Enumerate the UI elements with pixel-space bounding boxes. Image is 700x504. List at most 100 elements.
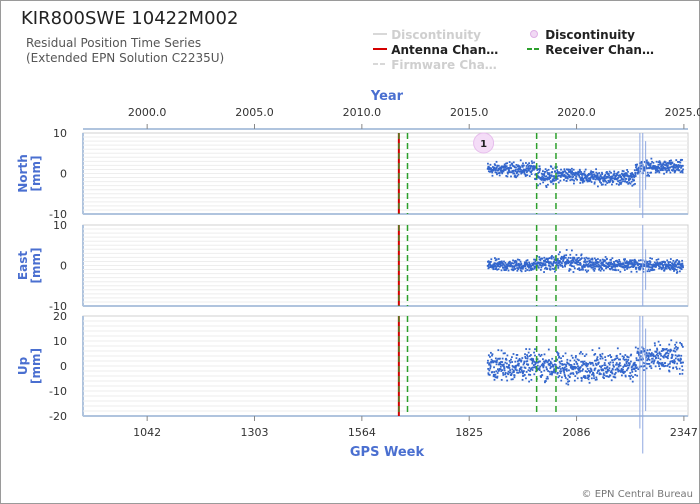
data-point bbox=[636, 172, 639, 175]
legend-discontinuity-line[interactable]: Discontinuity bbox=[373, 25, 481, 42]
data-point bbox=[603, 259, 606, 262]
data-point bbox=[677, 358, 680, 361]
data-point bbox=[671, 361, 674, 364]
data-point bbox=[680, 166, 682, 169]
data-point bbox=[559, 368, 562, 370]
data-point bbox=[501, 171, 503, 174]
legend-firmware-change[interactable]: Firmware Cha… bbox=[373, 55, 497, 72]
data-point bbox=[562, 260, 564, 263]
data-point bbox=[527, 169, 530, 172]
data-point bbox=[623, 266, 626, 269]
data-point bbox=[495, 258, 498, 261]
data-point bbox=[677, 262, 680, 265]
data-point bbox=[622, 262, 625, 265]
data-point bbox=[496, 173, 498, 176]
data-point bbox=[566, 378, 569, 381]
data-point bbox=[616, 172, 619, 174]
data-point bbox=[522, 170, 525, 173]
data-point bbox=[617, 269, 620, 272]
data-point bbox=[538, 367, 541, 370]
data-point bbox=[547, 173, 550, 176]
data-point bbox=[664, 161, 667, 164]
data-point bbox=[527, 351, 530, 354]
data-point bbox=[546, 361, 549, 364]
data-point bbox=[630, 174, 633, 177]
data-point bbox=[594, 362, 597, 365]
data-point bbox=[576, 377, 579, 380]
data-point bbox=[589, 370, 592, 373]
data-point bbox=[632, 175, 634, 178]
data-point bbox=[533, 258, 535, 261]
data-point bbox=[616, 347, 619, 350]
data-point bbox=[576, 257, 579, 260]
data-point bbox=[494, 373, 497, 376]
data-point bbox=[568, 269, 571, 272]
data-point bbox=[509, 263, 512, 266]
data-point bbox=[517, 264, 520, 267]
data-point bbox=[667, 262, 670, 265]
data-point bbox=[505, 358, 508, 361]
data-point bbox=[528, 269, 531, 272]
data-point bbox=[553, 368, 556, 371]
data-point bbox=[575, 355, 577, 357]
series-up-points bbox=[486, 339, 684, 386]
data-point bbox=[573, 265, 575, 268]
data-point bbox=[617, 363, 619, 366]
data-point bbox=[620, 369, 623, 372]
data-point bbox=[503, 352, 506, 355]
data-point bbox=[604, 367, 607, 370]
data-point bbox=[539, 264, 542, 267]
data-point bbox=[575, 259, 577, 262]
data-point bbox=[601, 264, 603, 266]
data-point bbox=[622, 263, 625, 266]
data-point bbox=[634, 374, 637, 376]
data-point bbox=[623, 259, 626, 262]
data-point bbox=[648, 167, 651, 170]
data-point bbox=[570, 262, 572, 265]
data-point bbox=[681, 369, 684, 371]
data-point bbox=[673, 347, 676, 350]
data-point bbox=[659, 162, 662, 165]
data-point bbox=[489, 264, 492, 266]
data-point bbox=[664, 168, 667, 171]
data-point bbox=[633, 258, 636, 261]
data-point bbox=[533, 265, 536, 268]
data-point bbox=[555, 263, 558, 266]
data-point bbox=[630, 270, 633, 273]
legend-antenna-change[interactable]: Antenna Chan… bbox=[373, 40, 498, 57]
data-point bbox=[645, 161, 648, 163]
legend-receiver-change[interactable]: Receiver Chan… bbox=[527, 40, 654, 57]
data-point bbox=[629, 262, 632, 265]
data-point bbox=[660, 350, 663, 352]
data-point bbox=[657, 262, 659, 265]
data-point bbox=[520, 360, 523, 363]
data-point bbox=[569, 364, 571, 366]
data-point bbox=[533, 267, 536, 270]
data-point bbox=[596, 356, 599, 359]
data-point bbox=[503, 168, 506, 171]
data-point bbox=[631, 371, 634, 373]
data-point bbox=[510, 167, 513, 170]
data-point bbox=[652, 353, 655, 356]
data-point bbox=[541, 178, 543, 181]
data-point bbox=[617, 180, 619, 183]
data-point bbox=[680, 165, 683, 168]
data-point bbox=[563, 174, 566, 176]
data-point bbox=[510, 372, 513, 375]
data-point bbox=[668, 160, 671, 162]
data-point bbox=[639, 259, 642, 262]
data-point bbox=[677, 164, 680, 166]
data-point bbox=[633, 368, 636, 371]
data-point bbox=[619, 358, 621, 361]
data-point bbox=[546, 257, 549, 260]
data-point bbox=[618, 259, 621, 261]
data-point bbox=[618, 362, 621, 364]
data-point bbox=[609, 361, 612, 364]
data-point bbox=[503, 264, 506, 267]
data-point bbox=[657, 169, 660, 172]
data-point bbox=[606, 182, 609, 184]
legend-discontinuity-marker[interactable]: Discontinuity bbox=[527, 25, 635, 42]
data-point bbox=[524, 353, 526, 356]
data-point bbox=[508, 260, 511, 263]
data-point bbox=[633, 179, 636, 182]
